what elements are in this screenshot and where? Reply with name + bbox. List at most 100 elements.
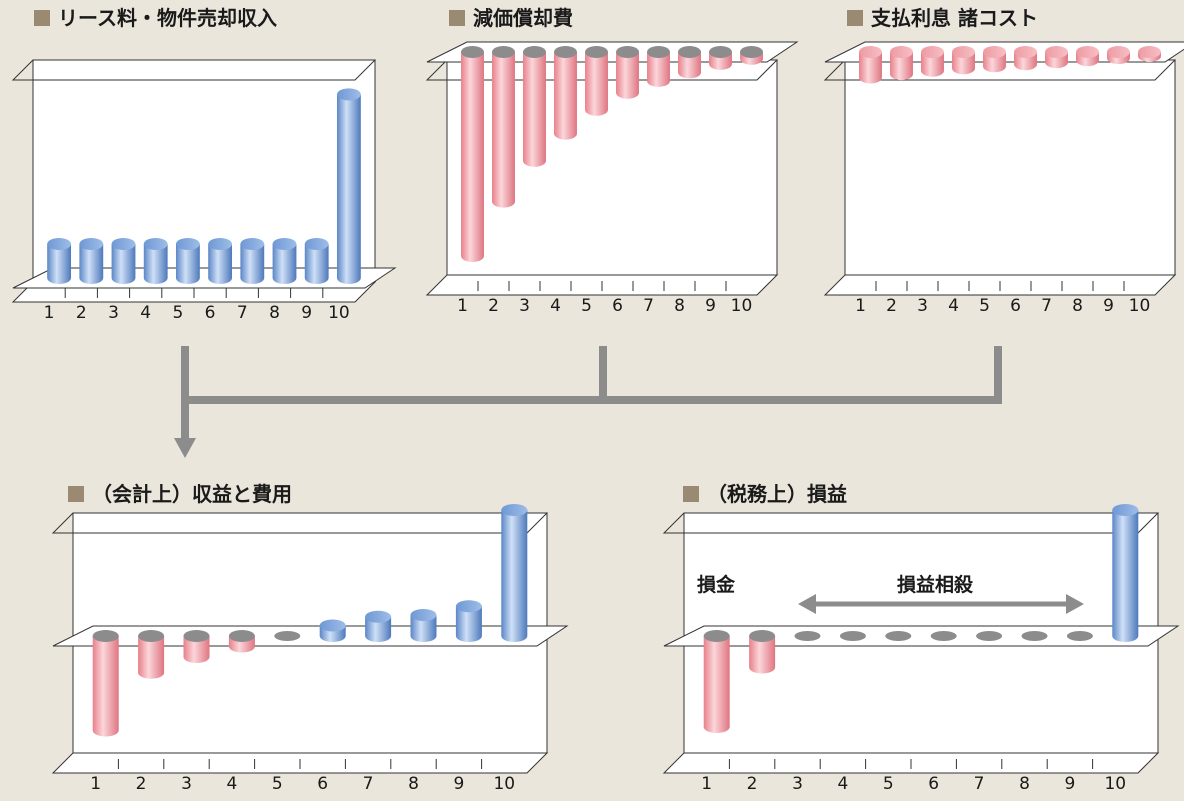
bar-cap [501, 504, 528, 516]
bar-body [304, 244, 329, 284]
tick-label: 6 [928, 774, 939, 794]
bar-cylinder [890, 46, 913, 81]
bar-cylinder [501, 504, 528, 642]
tick-label: 1 [457, 296, 468, 316]
panel-top-plane [11, 59, 377, 81]
bar-cap [921, 46, 944, 58]
bar-body [138, 636, 165, 679]
panel-tax: （税務上）損益 1 2 3 4 5 6 7 8 9 10 損金 損益相殺 [662, 482, 1180, 794]
zero-disc [1066, 631, 1093, 641]
tick-label: 10 [493, 774, 515, 794]
tick-label: 6 [612, 296, 623, 316]
bar-body [678, 52, 701, 79]
bar-cylinder [1076, 46, 1099, 67]
bar-cylinder [952, 46, 975, 75]
bar-cylinder [138, 630, 165, 679]
offset-label: 損益相殺 [897, 573, 974, 596]
bar-body [272, 244, 297, 284]
bar-cap [492, 46, 515, 58]
bar-cap [138, 630, 165, 642]
tick-label: 9 [301, 303, 312, 323]
tick-label: 3 [519, 296, 530, 316]
tick-label: 1 [855, 296, 866, 316]
tick-label: 8 [674, 296, 685, 316]
bar-cylinder [304, 238, 329, 284]
connector-lines [181, 346, 1002, 440]
bar-cylinder [183, 630, 210, 663]
title-square-icon [68, 486, 84, 502]
bar-cap [749, 630, 776, 642]
tick-label: 9 [1103, 296, 1114, 316]
bar-cap [1045, 46, 1068, 58]
tick-label: 10 [731, 296, 753, 316]
bar-cap [1014, 46, 1037, 58]
tick-label: 7 [363, 774, 374, 794]
tick-label: 6 [317, 774, 328, 794]
bar-body [461, 52, 484, 262]
tick-label: 2 [488, 296, 499, 316]
tick-label: 5 [581, 296, 592, 316]
bar-cap [554, 46, 577, 58]
bar-cap [1112, 504, 1139, 516]
tick-label: 3 [917, 296, 928, 316]
bar-cap [240, 238, 265, 250]
bar-cap [92, 630, 119, 642]
bar-cylinder [461, 46, 484, 262]
bar-body [647, 52, 670, 87]
bar-cylinder [921, 46, 944, 77]
tick-label: 9 [705, 296, 716, 316]
tick-label: 8 [269, 303, 280, 323]
bar-body [92, 636, 119, 737]
tick-label: 4 [948, 296, 959, 316]
zero-disc [1021, 631, 1048, 641]
bar-cylinder [1066, 631, 1093, 641]
tick-label: 7 [643, 296, 654, 316]
tick-label: 4 [140, 303, 151, 323]
bar-cap [678, 46, 701, 58]
bar-body [410, 615, 437, 642]
title-square-icon [683, 486, 699, 502]
tick-label: 3 [792, 774, 803, 794]
bar-cap [410, 609, 437, 621]
bar-cylinder [983, 46, 1006, 73]
bar-cylinder [554, 46, 577, 140]
panel-back-wall [844, 59, 1176, 276]
bar-cap [703, 630, 730, 642]
zero-disc [885, 631, 912, 641]
tick-label: 5 [979, 296, 990, 316]
bar-cap [208, 238, 233, 250]
tick-label: 8 [408, 774, 419, 794]
bar-cylinder [92, 630, 119, 737]
panel-interest: 支払利息 諸コスト 1 2 3 4 5 6 7 8 9 10 [823, 6, 1184, 316]
baseline-plane [426, 41, 799, 63]
bar-cylinder [365, 610, 392, 642]
bar-cap [365, 610, 392, 623]
bar-body [183, 636, 210, 663]
bar-cap [523, 46, 546, 58]
bar-cap [47, 238, 72, 250]
bar-cylinder [523, 46, 546, 167]
bar-body [455, 606, 482, 642]
bar-cap [890, 46, 913, 58]
bar-cap [79, 238, 104, 250]
zero-disc [930, 631, 957, 641]
tick-label: 3 [108, 303, 119, 323]
tick-label: 6 [205, 303, 216, 323]
bar-cap [336, 88, 361, 101]
tick-label: 5 [172, 303, 183, 323]
bar-cylinder [79, 238, 104, 284]
baseline-plane [663, 625, 1180, 647]
bar-body [336, 94, 361, 285]
bar-cylinder [749, 630, 776, 674]
tick-label: 5 [883, 774, 894, 794]
tick-label: 4 [837, 774, 848, 794]
bar-cylinder [1112, 504, 1139, 642]
bar-cylinder [240, 238, 265, 284]
bar-cylinder [1021, 631, 1048, 641]
bar-cap [228, 630, 255, 642]
tick-label: 7 [974, 774, 985, 794]
tick-label: 10 [1129, 296, 1151, 316]
bar-cylinder [885, 631, 912, 641]
tick-label: 2 [136, 774, 147, 794]
bar-cap [585, 46, 608, 58]
